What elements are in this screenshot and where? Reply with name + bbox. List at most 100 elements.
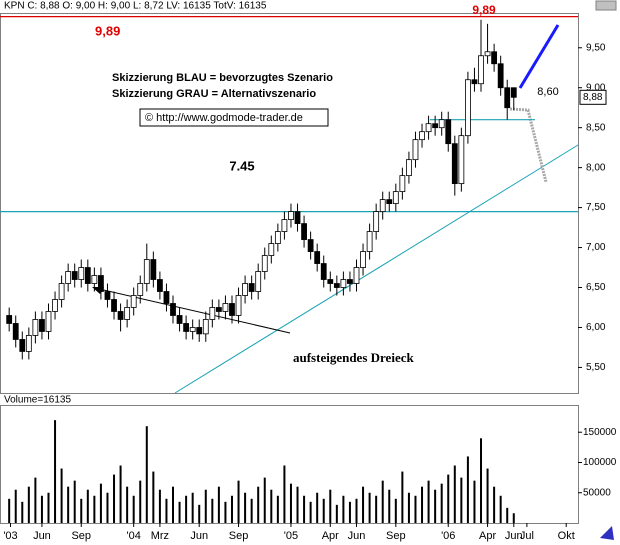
candle-body [117, 311, 124, 320]
y-tick-label: 5,50 [586, 362, 606, 373]
volume-bar [93, 495, 96, 523]
candle-body [209, 307, 216, 320]
volume-bar [54, 420, 57, 523]
volume-bar [34, 477, 37, 523]
x-tick-label: Jun [348, 530, 366, 542]
volume-bar [283, 465, 286, 523]
candle-body [104, 291, 111, 300]
volume-panel [0, 405, 579, 524]
candle-body [412, 139, 419, 161]
annotation: © http://www.godmode-trader.de [145, 112, 303, 124]
candle-body [504, 87, 511, 109]
volume-bar [27, 486, 30, 523]
candle-body [451, 143, 458, 185]
volume-bar [204, 489, 207, 523]
volume-bar [47, 492, 50, 523]
y-tick-label: 8,00 [586, 162, 606, 173]
volume-bar [394, 498, 397, 523]
candle-body [248, 283, 255, 292]
volume-bar [296, 486, 299, 523]
candle-body [157, 279, 163, 292]
volume-bar [309, 501, 312, 523]
candle-body [176, 315, 183, 324]
candle-body [484, 51, 491, 57]
x-tick-label: Sep [386, 530, 406, 542]
candle-body [32, 319, 39, 336]
volume-bar [263, 477, 266, 523]
volume-bar [348, 501, 351, 523]
volume-bar [499, 495, 502, 523]
candle-body [510, 87, 517, 98]
candle-body [91, 275, 98, 284]
candle-body [143, 259, 150, 284]
x-tick-label: Sep [229, 530, 249, 542]
volume-bar [139, 480, 142, 523]
y-tick-label: 9,00 [586, 82, 606, 93]
candle-body [170, 303, 176, 316]
volume-bar [453, 465, 456, 523]
candle-body [196, 327, 203, 335]
volume-bar [152, 471, 155, 523]
candle-body [124, 307, 131, 320]
candle-body [438, 119, 445, 129]
volume-bar [440, 483, 443, 523]
volume-bar [250, 498, 253, 523]
candle-body [261, 255, 268, 272]
candle-body [98, 275, 104, 292]
candle-body [25, 335, 32, 352]
volume-bar [506, 507, 509, 523]
candle-body [465, 79, 471, 137]
candle-body [111, 299, 117, 312]
candle-body [314, 251, 321, 264]
volume-bar [480, 438, 483, 523]
candle-body [39, 319, 45, 332]
volume-bar [244, 492, 247, 523]
candle-body [137, 283, 144, 296]
candle-body [19, 339, 26, 352]
candle-body [301, 223, 307, 240]
annotation: Skizzierung BLAU = bevorzugtes Szenario [112, 72, 333, 84]
y-tick-label: 150000 [583, 427, 617, 438]
volume-bar [447, 474, 450, 523]
volume-bar [355, 498, 358, 523]
candle-body [130, 295, 137, 308]
volume-bar [270, 489, 273, 523]
candle-body [392, 191, 399, 204]
level-label: 8,60 [537, 86, 558, 98]
y-tick-label: 100000 [583, 457, 617, 468]
candle-body [432, 123, 439, 129]
annotation-box [139, 108, 329, 127]
volume-bar [466, 456, 469, 523]
volume-bar [316, 492, 319, 523]
candle-body [379, 199, 386, 212]
candle-body [65, 271, 72, 284]
volume-bar [211, 498, 214, 523]
y-tick-label: 8,50 [586, 122, 606, 133]
volume-bar [217, 486, 220, 523]
volume-bar [473, 480, 476, 523]
candle-body [268, 243, 275, 256]
y-tick-label: 7,50 [586, 202, 606, 213]
trend-line [174, 144, 579, 394]
volume-bar [106, 492, 109, 523]
volume-bar [486, 468, 489, 523]
candle-body [458, 135, 465, 185]
candle-body [255, 271, 262, 292]
volume-bar [224, 501, 227, 523]
candle-body [58, 283, 65, 300]
icon[interactable] [595, 0, 617, 11]
volume-bar [165, 498, 168, 523]
candle-body [425, 123, 432, 133]
icon[interactable] [600, 526, 614, 540]
volume-bar [460, 477, 463, 523]
volume-bar [40, 495, 43, 523]
candle-body [320, 263, 327, 280]
volume-bar [322, 498, 325, 523]
candle-body [242, 283, 248, 296]
candle-body [281, 219, 288, 232]
candle-body [215, 307, 222, 312]
candle-body [419, 131, 425, 141]
volume-bar [335, 504, 338, 523]
candle-body [373, 211, 380, 232]
